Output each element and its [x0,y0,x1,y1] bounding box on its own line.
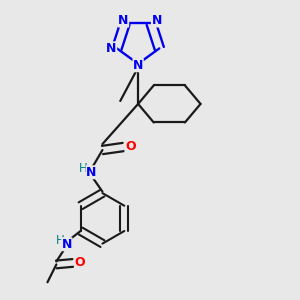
Text: H: H [79,162,88,175]
Text: O: O [125,140,136,153]
Text: N: N [133,59,143,72]
Text: N: N [86,166,97,179]
Text: N: N [152,14,162,27]
Text: N: N [106,42,117,55]
Text: H: H [56,234,65,247]
Text: O: O [74,256,85,269]
Text: N: N [118,14,129,27]
Text: N: N [61,238,72,251]
